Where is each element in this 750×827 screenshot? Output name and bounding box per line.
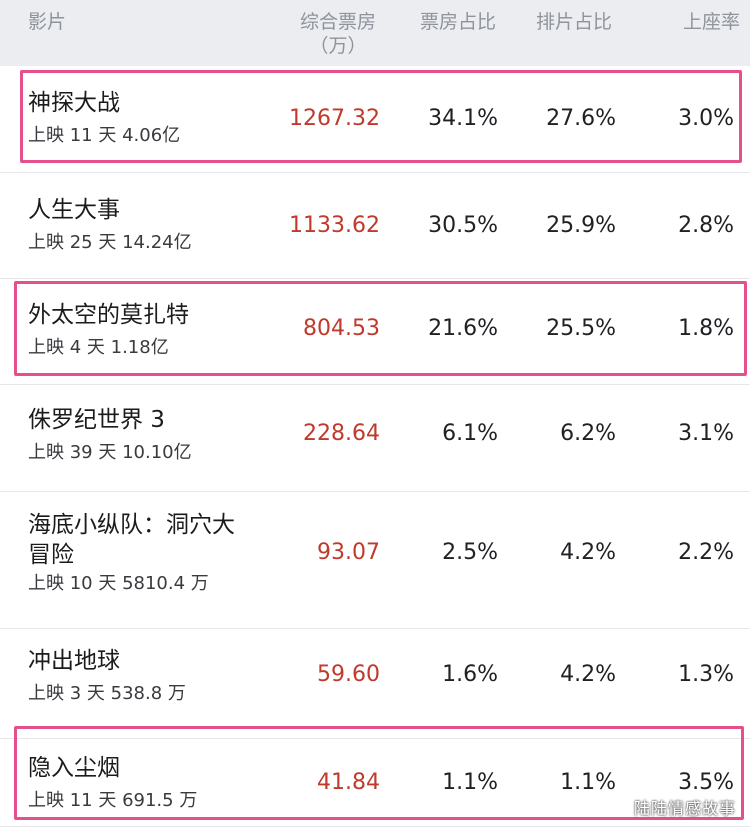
- header-screening-share: 排片占比: [535, 11, 612, 33]
- film-release-info: 上映 4 天 1.18亿: [28, 337, 169, 358]
- film-release-info: 上映 39 天 10.10亿: [28, 442, 192, 463]
- table-row[interactable]: 外太空的莫扎特 上映 4 天 1.18亿 804.53 21.6% 25.5% …: [0, 279, 750, 385]
- film-name: 神探大战: [28, 90, 120, 116]
- screening-share-value: 4.2%: [560, 662, 616, 687]
- table-row[interactable]: 冲出地球 上映 3 天 538.8 万 59.60 1.6% 4.2% 1.3%: [0, 629, 750, 739]
- seat-rate-value: 2.2%: [678, 540, 734, 565]
- header-film: 影片: [28, 11, 67, 33]
- header-box-office: 综合票房 （万）: [290, 10, 386, 58]
- film-name: 隐入尘烟: [28, 755, 120, 781]
- box-share-value: 6.1%: [442, 421, 498, 446]
- film-release-info: 上映 3 天 538.8 万: [28, 683, 186, 704]
- box-office-value: 228.64: [303, 421, 380, 446]
- box-office-value: 93.07: [317, 540, 380, 565]
- seat-rate-value: 3.1%: [678, 421, 734, 446]
- table-row[interactable]: 人生大事 上映 25 天 14.24亿 1133.62 30.5% 25.9% …: [0, 173, 750, 279]
- film-name: 海底小纵队：洞穴大冒险: [28, 512, 235, 568]
- box-office-value: 41.84: [317, 770, 380, 795]
- table-row[interactable]: 隐入尘烟 上映 11 天 691.5 万 41.84 1.1% 1.1% 3.5…: [0, 739, 750, 827]
- table-row[interactable]: 神探大战 上映 11 天 4.06亿 1267.32 34.1% 27.6% 3…: [0, 66, 750, 173]
- box-share-value: 34.1%: [428, 106, 498, 131]
- screening-share-value: 4.2%: [560, 540, 616, 565]
- table-row[interactable]: 侏罗纪世界 3 上映 39 天 10.10亿 228.64 6.1% 6.2% …: [0, 385, 750, 492]
- seat-rate-value: 2.8%: [678, 213, 734, 238]
- box-share-value: 1.1%: [442, 770, 498, 795]
- screening-share-value: 1.1%: [560, 770, 616, 795]
- box-office-value: 1133.62: [289, 213, 380, 238]
- seat-rate-value: 3.5%: [678, 770, 734, 795]
- header-seat-rate: 上座率: [682, 11, 740, 33]
- box-share-value: 1.6%: [442, 662, 498, 687]
- screening-share-value: 25.9%: [546, 213, 616, 238]
- header-box-office-unit: （万）: [309, 35, 367, 57]
- watermark-text: 陆陆情感故事: [633, 799, 736, 818]
- header-box-office-label: 综合票房: [299, 11, 376, 33]
- screening-share-value: 25.5%: [546, 316, 616, 341]
- film-name: 人生大事: [28, 197, 120, 223]
- film-name: 外太空的莫扎特: [28, 302, 189, 328]
- film-release-info: 上映 11 天 691.5 万: [28, 790, 198, 811]
- screening-share-value: 27.6%: [546, 106, 616, 131]
- table-header: 影片 综合票房 （万） 票房占比 排片占比 上座率: [0, 0, 750, 66]
- box-office-value: 59.60: [317, 662, 380, 687]
- screening-share-value: 6.2%: [560, 421, 616, 446]
- box-office-value: 804.53: [303, 316, 380, 341]
- film-release-info: 上映 25 天 14.24亿: [28, 232, 192, 253]
- seat-rate-value: 1.3%: [678, 662, 734, 687]
- seat-rate-value: 1.8%: [678, 316, 734, 341]
- seat-rate-value: 3.0%: [678, 106, 734, 131]
- header-box-share: 票房占比: [419, 11, 496, 33]
- box-share-value: 2.5%: [442, 540, 498, 565]
- table-row[interactable]: 海底小纵队：洞穴大冒险 上映 10 天 5810.4 万 93.07 2.5% …: [0, 492, 750, 629]
- box-share-value: 30.5%: [428, 213, 498, 238]
- box-office-value: 1267.32: [289, 106, 380, 131]
- film-name: 冲出地球: [28, 648, 120, 674]
- film-name: 侏罗纪世界 3: [28, 407, 165, 433]
- film-release-info: 上映 10 天 5810.4 万: [28, 573, 209, 594]
- film-release-info: 上映 11 天 4.06亿: [28, 125, 181, 146]
- box-share-value: 21.6%: [428, 316, 498, 341]
